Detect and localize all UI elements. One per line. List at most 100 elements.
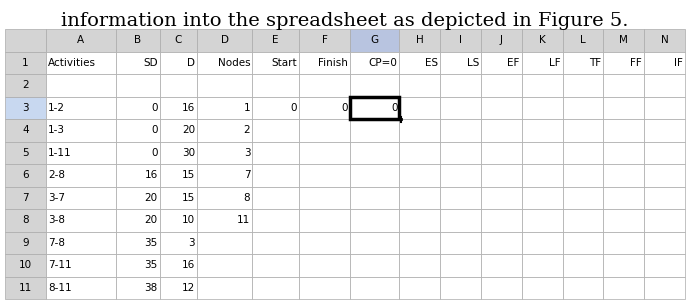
Bar xyxy=(562,186,603,209)
Text: 30: 30 xyxy=(182,148,195,158)
Text: N: N xyxy=(661,35,669,45)
Text: LF: LF xyxy=(549,58,560,68)
Bar xyxy=(481,232,522,254)
Bar xyxy=(350,96,400,119)
Bar xyxy=(522,74,562,96)
Bar xyxy=(522,277,562,299)
Text: 20: 20 xyxy=(145,193,158,203)
Bar xyxy=(350,232,400,254)
Bar xyxy=(644,119,685,141)
Bar xyxy=(253,141,299,164)
Text: M: M xyxy=(620,35,628,45)
Text: 8: 8 xyxy=(22,215,29,225)
Bar xyxy=(115,119,159,141)
Bar xyxy=(644,186,685,209)
Bar xyxy=(350,51,400,74)
Text: 0: 0 xyxy=(342,103,348,113)
Text: 15: 15 xyxy=(182,170,195,180)
Bar xyxy=(562,209,603,232)
Text: TF: TF xyxy=(589,58,602,68)
Bar xyxy=(115,209,159,232)
Text: 2: 2 xyxy=(22,80,29,90)
Bar xyxy=(46,186,115,209)
Bar xyxy=(5,186,46,209)
Bar xyxy=(197,232,253,254)
Bar xyxy=(440,119,481,141)
Bar xyxy=(46,209,115,232)
Bar xyxy=(5,164,46,186)
Bar xyxy=(46,29,115,51)
Bar xyxy=(46,164,115,186)
Bar xyxy=(5,209,46,232)
Bar xyxy=(481,186,522,209)
Text: 7-11: 7-11 xyxy=(48,260,72,270)
Bar xyxy=(5,277,46,299)
Text: 35: 35 xyxy=(144,260,158,270)
Text: CP=0: CP=0 xyxy=(368,58,397,68)
Bar xyxy=(46,254,115,277)
Bar xyxy=(562,277,603,299)
Bar xyxy=(562,51,603,74)
Text: 20: 20 xyxy=(145,215,158,225)
Bar xyxy=(400,51,440,74)
Bar xyxy=(299,277,350,299)
Bar xyxy=(115,74,159,96)
Bar xyxy=(197,119,253,141)
Bar xyxy=(253,51,299,74)
Bar xyxy=(5,141,46,164)
Bar xyxy=(522,29,562,51)
Bar xyxy=(400,96,440,119)
Text: LS: LS xyxy=(466,58,479,68)
Bar xyxy=(46,119,115,141)
Bar xyxy=(115,186,159,209)
Bar xyxy=(115,164,159,186)
Text: D: D xyxy=(187,58,195,68)
Text: 1: 1 xyxy=(244,103,250,113)
Text: A: A xyxy=(77,35,84,45)
Bar xyxy=(522,232,562,254)
Bar xyxy=(299,254,350,277)
Bar xyxy=(46,277,115,299)
Text: 16: 16 xyxy=(182,103,195,113)
Bar xyxy=(522,164,562,186)
Text: 35: 35 xyxy=(144,238,158,248)
Bar xyxy=(522,51,562,74)
Text: 6: 6 xyxy=(22,170,29,180)
Text: J: J xyxy=(500,35,503,45)
Bar xyxy=(159,141,197,164)
Bar xyxy=(253,209,299,232)
Bar xyxy=(481,254,522,277)
Bar xyxy=(481,51,522,74)
Bar xyxy=(440,254,481,277)
Bar xyxy=(159,277,197,299)
Text: 2-8: 2-8 xyxy=(48,170,65,180)
Bar xyxy=(644,209,685,232)
Text: 10: 10 xyxy=(182,215,195,225)
Text: 0: 0 xyxy=(290,103,297,113)
Text: 15: 15 xyxy=(182,193,195,203)
Bar xyxy=(159,164,197,186)
Bar xyxy=(481,74,522,96)
Bar xyxy=(481,96,522,119)
Bar xyxy=(350,96,400,119)
Bar xyxy=(253,186,299,209)
Text: 9: 9 xyxy=(22,238,29,248)
Bar xyxy=(440,186,481,209)
Bar xyxy=(644,51,685,74)
Bar xyxy=(440,51,481,74)
Text: 0: 0 xyxy=(151,148,158,158)
Bar xyxy=(159,119,197,141)
Bar xyxy=(603,209,644,232)
Bar xyxy=(562,141,603,164)
Bar xyxy=(299,96,350,119)
Text: 12: 12 xyxy=(182,283,195,293)
Bar xyxy=(603,96,644,119)
Bar xyxy=(5,29,46,51)
Text: 7: 7 xyxy=(244,170,250,180)
Text: E: E xyxy=(273,35,279,45)
Bar xyxy=(253,232,299,254)
Bar xyxy=(253,29,299,51)
Text: 2: 2 xyxy=(244,125,250,135)
Bar xyxy=(115,254,159,277)
Text: 7: 7 xyxy=(22,193,29,203)
